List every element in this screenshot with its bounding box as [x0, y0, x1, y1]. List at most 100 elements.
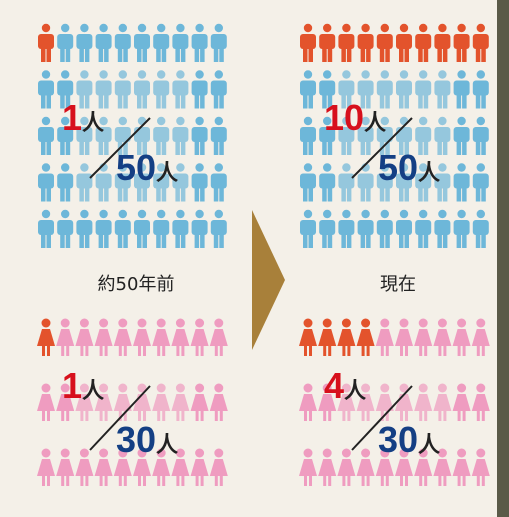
icon-leg — [386, 476, 389, 486]
icon-body — [300, 34, 316, 49]
icon-leg — [386, 346, 389, 356]
icon-head — [80, 210, 88, 218]
icon-body — [192, 174, 208, 189]
icon-leg — [80, 346, 83, 356]
icon-body — [300, 220, 316, 235]
icon-leg — [347, 188, 352, 202]
icon-leg — [215, 411, 218, 421]
icon-body — [319, 220, 335, 235]
icon-leg — [443, 411, 446, 421]
icon-leg — [118, 234, 123, 248]
icon-leg — [303, 141, 308, 155]
icon-head — [215, 24, 223, 32]
infographic: 1人50人1人30人約50年前10人50人4人30人現在 — [0, 0, 509, 517]
icon-body — [338, 34, 354, 49]
icon-head — [477, 24, 485, 32]
icon-leg — [104, 48, 109, 62]
icon-leg — [119, 476, 122, 486]
icon-head — [477, 117, 485, 125]
icon-head — [304, 384, 313, 393]
icon-leg — [437, 95, 442, 109]
icon-head — [80, 319, 89, 328]
icon-leg — [66, 346, 69, 356]
icon-head — [195, 449, 204, 458]
icon-head — [323, 210, 331, 218]
icon-head — [214, 384, 223, 393]
icon-leg — [463, 411, 466, 421]
icon-body — [396, 220, 412, 235]
unit: 人 — [364, 110, 386, 135]
icon-leg — [322, 141, 327, 155]
icon-body — [38, 127, 54, 142]
icon-leg — [419, 411, 422, 421]
icon-leg — [119, 346, 122, 356]
icon-head — [157, 210, 165, 218]
icon-head — [342, 449, 351, 458]
icon-head — [323, 70, 331, 78]
icon-leg — [309, 95, 314, 109]
icon-body — [115, 220, 131, 235]
icon-head — [400, 70, 408, 78]
icon-leg — [405, 234, 410, 248]
icon-leg — [309, 476, 312, 486]
icon-head — [42, 117, 50, 125]
icon-head — [215, 210, 223, 218]
icon-leg — [162, 141, 167, 155]
icon-leg — [405, 476, 408, 486]
icon-leg — [405, 95, 410, 109]
icon-leg — [196, 411, 199, 421]
icon-head — [342, 319, 351, 328]
icon-leg — [482, 411, 485, 421]
icon-leg — [219, 141, 224, 155]
icon-leg — [481, 188, 486, 202]
icon-leg — [79, 188, 84, 202]
icon-leg — [462, 95, 467, 109]
icon-leg — [418, 95, 423, 109]
icon-leg — [385, 48, 390, 62]
icon-head — [195, 319, 204, 328]
icon-leg — [181, 95, 186, 109]
icon-leg — [405, 346, 408, 356]
icon-leg — [304, 411, 307, 421]
icon-head — [477, 210, 485, 218]
icon-head — [419, 319, 428, 328]
icon-head — [419, 24, 427, 32]
icon-head — [80, 24, 88, 32]
unit: 人 — [344, 378, 366, 403]
icon-head — [99, 24, 107, 32]
icon-head — [195, 70, 203, 78]
icon-head — [214, 319, 223, 328]
icon-body — [134, 81, 150, 96]
icon-head — [361, 24, 369, 32]
icon-leg — [123, 48, 128, 62]
icon-body — [153, 220, 169, 235]
icon-leg — [419, 346, 422, 356]
icon-leg — [476, 234, 481, 248]
icon-head — [323, 319, 332, 328]
icon-leg — [105, 411, 108, 421]
numerator-value: 1 — [62, 97, 82, 138]
icon-leg — [162, 188, 167, 202]
icon-leg — [162, 476, 165, 486]
icon-leg — [309, 234, 314, 248]
icon-leg — [42, 476, 45, 486]
icon-leg — [85, 141, 90, 155]
icon-head — [138, 24, 146, 32]
icon-leg — [79, 48, 84, 62]
denominator-value: 30 — [116, 419, 156, 460]
icon-leg — [405, 188, 410, 202]
icon-head — [477, 163, 485, 171]
icon-leg — [347, 48, 352, 62]
icon-leg — [66, 476, 69, 486]
icon-leg — [219, 48, 224, 62]
icon-head — [457, 449, 466, 458]
icon-leg — [215, 476, 218, 486]
icon-body — [57, 220, 73, 235]
icon-leg — [399, 48, 404, 62]
icon-head — [457, 70, 465, 78]
icon-leg — [175, 95, 180, 109]
icon-leg — [347, 411, 350, 421]
icon-leg — [366, 48, 371, 62]
icon-leg — [328, 141, 333, 155]
icon-leg — [138, 346, 141, 356]
